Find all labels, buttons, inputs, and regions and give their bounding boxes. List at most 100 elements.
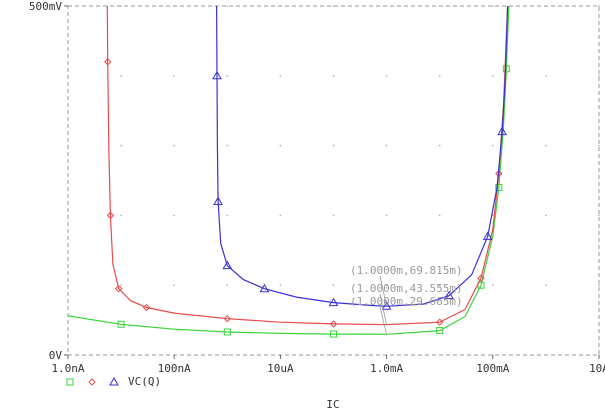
grid-dot (598, 214, 600, 217)
annotation-label: (1.0000m,69.815m) (350, 264, 463, 277)
series-point-2 (329, 320, 338, 328)
grid-dot (120, 214, 122, 217)
grid-dot (332, 144, 335, 147)
series-point-1 (495, 183, 503, 191)
grid-dot (545, 75, 547, 77)
x-tick-label: 1.0nA (51, 362, 84, 375)
grid-dot (226, 5, 229, 7)
grid-dot (67, 214, 69, 217)
series-point-3 (328, 297, 339, 307)
grid-dot (598, 75, 600, 77)
grid-dot (279, 75, 282, 77)
grid-dot (492, 75, 494, 77)
grid-dot (279, 5, 282, 7)
grid-dot (67, 75, 69, 77)
grid-dot (226, 214, 229, 217)
grid-dot (545, 284, 547, 287)
series-point-1 (502, 65, 510, 73)
legend-marker-2 (88, 378, 96, 386)
legend-marker-3 (109, 376, 119, 386)
series-point-3 (497, 126, 508, 136)
grid-dot (279, 144, 282, 147)
x-axis-title: IC (326, 398, 339, 411)
grid-dot (279, 284, 282, 287)
grid-dot (385, 214, 388, 217)
grid-dot (438, 144, 441, 147)
grid-dot (385, 75, 388, 77)
series-point-2 (477, 274, 485, 282)
annotation-label: (1.0000m,43.555m) (350, 282, 463, 295)
grid-dot (67, 284, 69, 287)
grid-dot (120, 5, 122, 7)
grid-dot (226, 284, 229, 287)
annotation-leader (379, 275, 387, 307)
series-point-2 (435, 318, 444, 326)
x-tick-label: 1.0mA (370, 362, 403, 375)
series-point-3 (482, 231, 493, 240)
grid-dot (332, 284, 335, 287)
series-point-2 (223, 314, 232, 323)
y-axis: 0V 500mV (29, 0, 68, 362)
grid-dot (385, 144, 388, 147)
grid-dot (492, 5, 494, 7)
grid-dot (226, 75, 229, 77)
grid-dot (226, 144, 229, 147)
grid-dot (120, 144, 122, 147)
series-point-2 (104, 58, 112, 66)
grid-dot (67, 144, 69, 147)
series-point-2 (142, 303, 151, 312)
grid-dot (438, 354, 441, 356)
annotation-label: (1.0000m,29.665m) (350, 295, 463, 308)
plot-frame (67, 5, 600, 356)
x-tick-label: 10A (589, 362, 605, 375)
grid-dot (332, 214, 335, 217)
series-point-1 (223, 328, 231, 336)
annotation-leader (379, 293, 387, 325)
grid-dot (385, 5, 388, 7)
grid-dot (438, 284, 441, 287)
series-point-3 (259, 283, 270, 293)
grid-dot (385, 284, 388, 287)
legend-marker-1 (66, 378, 74, 386)
grid-dot (438, 214, 441, 217)
legend-label: VC(Q) (128, 375, 161, 388)
series-point-1 (330, 330, 337, 338)
grid-dot (173, 284, 175, 287)
series-line-3 (216, 5, 509, 307)
grid-dot (492, 284, 494, 287)
legend: VC(Q) (66, 375, 161, 388)
grid-dot (492, 214, 494, 217)
series-point-3 (444, 290, 454, 300)
grid (67, 5, 600, 356)
series-point-3 (222, 260, 233, 270)
y-tick-label: 500mV (29, 0, 62, 13)
grid-dot (438, 75, 441, 77)
plot-border (67, 5, 600, 356)
grid-dot (332, 354, 335, 356)
grid-dot (173, 214, 175, 217)
series-point-3 (213, 196, 223, 205)
series-layer (67, 5, 510, 338)
x-tick-label: 100nA (158, 362, 191, 375)
grid-dot (279, 214, 282, 217)
grid-dot (226, 354, 229, 356)
grid-dot (598, 5, 600, 7)
annotation-layer: (1.0000m,69.815m) (1.0000m,43.555m)(1.000… (350, 264, 463, 335)
series-point-1 (117, 320, 125, 328)
grid-dot (438, 5, 441, 7)
grid-dot (598, 144, 600, 147)
grid-dot (545, 354, 547, 356)
grid-dot (545, 5, 547, 7)
grid-dot (173, 144, 175, 147)
series-point-3 (381, 301, 392, 310)
grid-dot (120, 354, 122, 356)
series-point-3 (212, 70, 222, 80)
grid-dot (173, 75, 175, 77)
grid-dot (120, 284, 122, 287)
x-axis: 1.0nA 100nA 10uA 1.0mA 100mA 10A (51, 355, 605, 375)
grid-dot (120, 75, 122, 77)
y-tick-label: 0V (49, 349, 63, 362)
grid-dot (545, 144, 547, 147)
series-line-1 (67, 5, 510, 335)
